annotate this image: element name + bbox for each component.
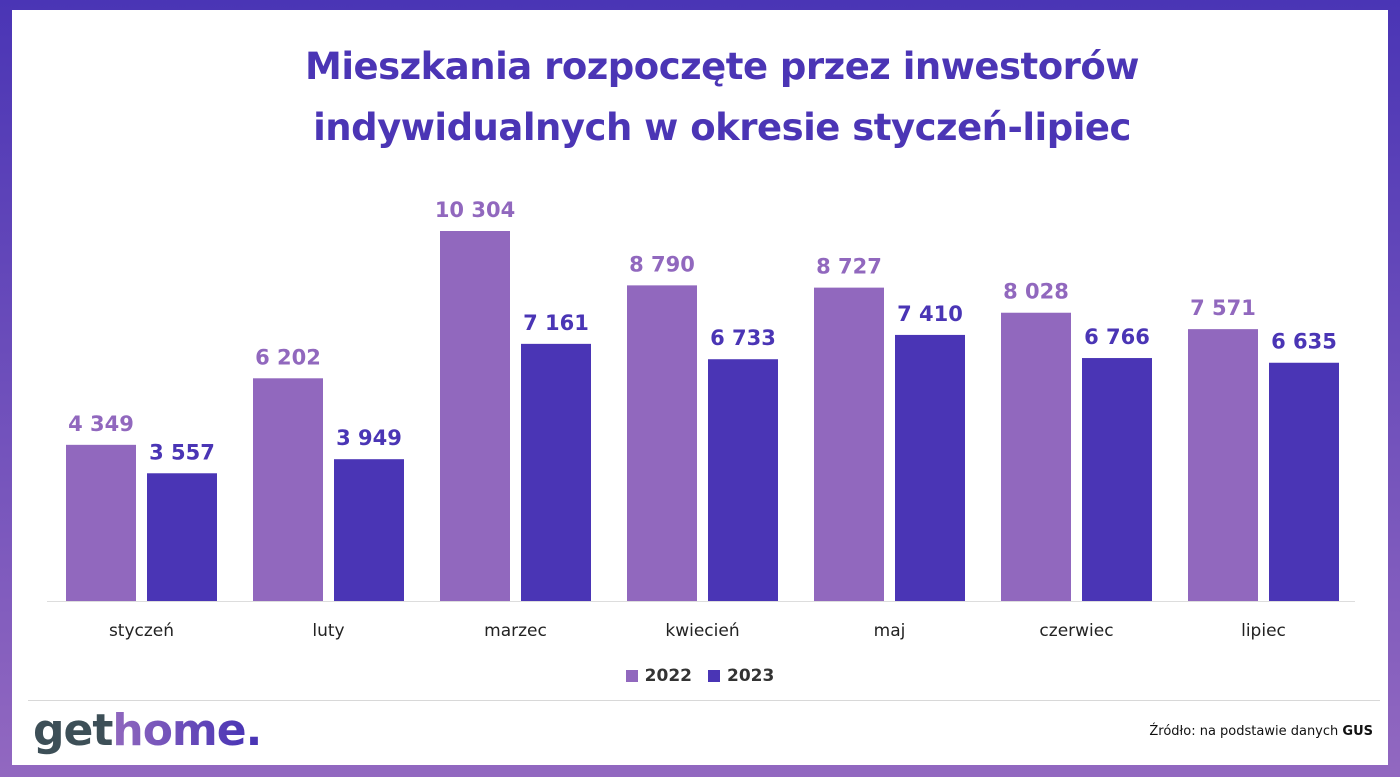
category-label: marzec bbox=[484, 621, 547, 641]
chart-card bbox=[12, 10, 1388, 765]
source-prefix: Źródło: na podstawie danych bbox=[1149, 724, 1343, 739]
category-label: czerwiec bbox=[1039, 621, 1113, 641]
category-label: kwiecień bbox=[665, 621, 739, 641]
bar-2023-czerwiec bbox=[1082, 358, 1152, 601]
bar-2023-marzec bbox=[521, 343, 591, 601]
legend-label: 2023 bbox=[727, 666, 775, 686]
category-label: styczeń bbox=[109, 621, 174, 641]
bar-2023-luty bbox=[334, 459, 404, 601]
data-label: 8 727 bbox=[816, 255, 882, 279]
source-gus: GUS bbox=[1342, 724, 1373, 739]
bar-2022-czerwiec bbox=[1001, 312, 1071, 601]
bar-2023-maj bbox=[895, 334, 965, 601]
data-label: 6 766 bbox=[1084, 325, 1150, 349]
category-label: luty bbox=[312, 621, 344, 641]
data-label: 3 557 bbox=[149, 440, 215, 464]
bar-2023-styczeń bbox=[147, 473, 217, 601]
data-label: 3 949 bbox=[336, 426, 402, 450]
data-label: 8 790 bbox=[629, 252, 695, 276]
logo-home: home bbox=[112, 705, 246, 756]
logo-get: get bbox=[33, 705, 113, 756]
legend-swatch bbox=[708, 670, 720, 682]
legend-swatch bbox=[625, 670, 638, 682]
data-label: 8 028 bbox=[1003, 280, 1069, 304]
bar-2022-lipiec bbox=[1188, 329, 1258, 601]
bar-2023-lipiec bbox=[1269, 362, 1339, 601]
data-label: 4 349 bbox=[68, 412, 134, 436]
data-label: 10 304 bbox=[435, 198, 515, 222]
data-label: 6 202 bbox=[255, 345, 321, 369]
data-label: 7 410 bbox=[897, 302, 963, 326]
data-label: 6 635 bbox=[1271, 330, 1337, 354]
legend-label: 2022 bbox=[644, 666, 692, 686]
bar-2022-luty bbox=[253, 378, 323, 601]
legend-item-2023: 2023 bbox=[708, 666, 774, 686]
category-label: lipiec bbox=[1241, 621, 1286, 641]
legend: 2022 2023 bbox=[0, 666, 1400, 687]
category-label: maj bbox=[874, 621, 906, 641]
bar-2023-kwiecień bbox=[708, 359, 778, 601]
logo-dot: . bbox=[245, 705, 263, 756]
divider bbox=[28, 700, 1380, 701]
bar-2022-maj bbox=[814, 287, 884, 601]
bar-2022-styczeń bbox=[66, 444, 136, 601]
legend-item-2022: 2022 bbox=[625, 666, 692, 686]
chart-title: Mieszkania rozpoczęte przez inwestorów i… bbox=[0, 36, 1400, 158]
title-line-2: indywidualnych w okresie styczeń-lipiec bbox=[313, 106, 1131, 149]
bar-2022-marzec bbox=[440, 231, 510, 601]
data-label: 6 733 bbox=[710, 326, 776, 350]
data-label: 7 571 bbox=[1190, 296, 1256, 320]
gethome-logo: gethome. bbox=[33, 705, 263, 756]
title-line-1: Mieszkania rozpoczęte przez inwestorów bbox=[305, 45, 1140, 88]
bar-2022-kwiecień bbox=[627, 285, 697, 601]
data-label: 7 161 bbox=[523, 311, 589, 335]
source-note: Źródło: na podstawie danych GUS bbox=[1149, 724, 1373, 739]
